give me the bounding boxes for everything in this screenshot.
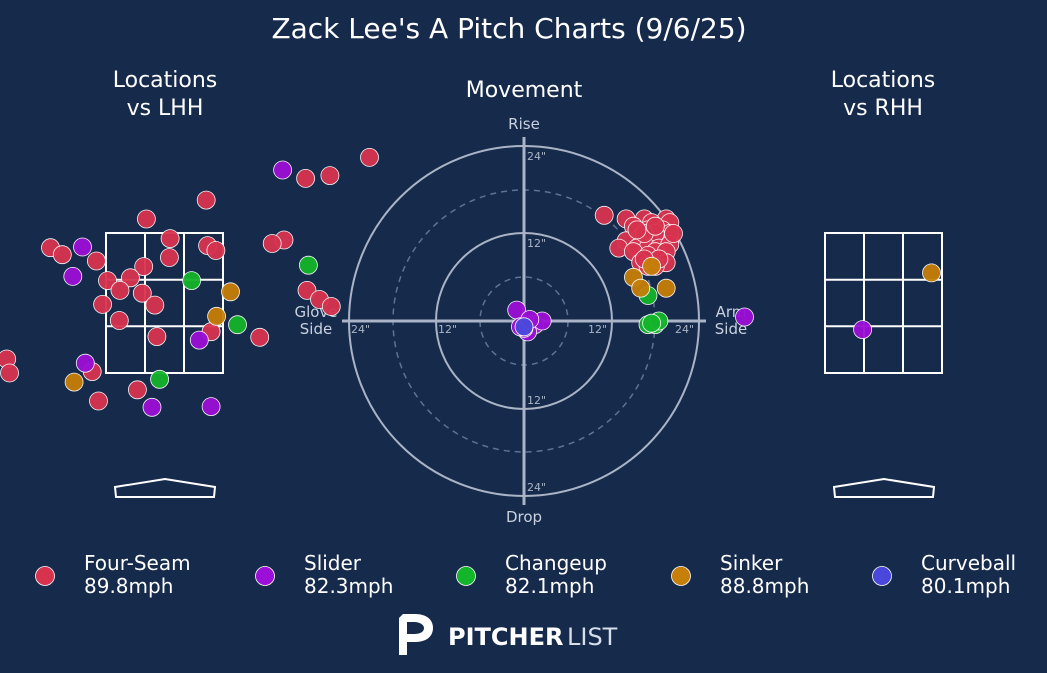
ring-label-left-24: 24" (351, 323, 370, 336)
legend-speed-changeup: 82.1mph (505, 574, 594, 598)
rise-label: Rise (508, 115, 540, 133)
lhh-pitch-four-seam (320, 166, 340, 186)
lhh-pitch-slider (142, 397, 162, 417)
movement-point-four-seam (627, 220, 647, 240)
movement-point-four-seam (664, 224, 683, 243)
lhh-pitch-four-seam (147, 327, 167, 347)
movement-points (507, 205, 683, 342)
lhh-pitch-four-seam (87, 251, 106, 271)
lhh-pitch-changeup (298, 255, 318, 275)
legend-speed-four-seam: 89.8mph (84, 574, 173, 598)
legend-marker-curveball (872, 566, 892, 586)
lhh-pitch-slider (73, 237, 92, 257)
right-panel-title-line1: Locations (831, 68, 936, 93)
legend-marker-changeup (456, 566, 476, 586)
legend-marker-sinker (671, 566, 691, 586)
lhh-pitch-four-seam (98, 271, 117, 291)
right-panel-title-line2: vs RHH (843, 96, 923, 121)
ring-label-right-24: 24" (675, 323, 694, 336)
lhh-pitch-four-seam (120, 268, 140, 288)
lhh-pitch-four-seam (89, 391, 108, 411)
lhh-pitch-four-seam (52, 245, 72, 265)
lhh-pitch-four-seam (360, 147, 379, 167)
logo-mark-cutout (407, 622, 424, 634)
lhh-pitch-four-seam (250, 327, 270, 347)
lhh-pitch-sinker (207, 306, 227, 326)
lhh-pitch-four-seam (206, 241, 226, 260)
left-location-points (0, 147, 379, 417)
movement-point-changeup (642, 313, 661, 333)
movement-point-four-seam (594, 205, 614, 225)
right-zone-outline (824, 232, 943, 374)
lhh-pitch-four-seam (93, 294, 112, 314)
rhh-pitch-sinker (922, 263, 941, 283)
left-home-plate (113, 477, 217, 498)
legend-label-four-seam: Four-Seam (84, 551, 191, 575)
lhh-pitch-sinker (64, 372, 84, 392)
legend-label-changeup: Changeup (505, 551, 607, 575)
ring-label-bottom-24: 24" (527, 481, 546, 494)
movement-point-sinker (642, 256, 661, 276)
lhh-pitch-changeup (150, 369, 170, 389)
lhh-pitch-four-seam (110, 280, 130, 300)
lhh-pitch-four-seam (196, 190, 216, 210)
left-panel-title-line2: vs LHH (127, 96, 204, 121)
lhh-pitch-four-seam (296, 168, 316, 188)
logo-text-bold: PITCHER (448, 623, 563, 651)
lhh-pitch-four-seam (145, 295, 165, 315)
ring-label-bottom-12: 12" (527, 394, 546, 407)
glove-side-label-line2: Side (300, 320, 332, 338)
lhh-pitch-four-seam (262, 234, 282, 253)
lhh-pitch-four-seam (159, 248, 179, 267)
legend-speed-sinker: 88.8mph (720, 574, 809, 598)
lhh-pitch-four-seam (134, 257, 154, 277)
legend-marker-four-seam (35, 566, 55, 586)
left-panel-title-line1: Locations (113, 68, 218, 93)
lhh-pitch-sinker (221, 282, 240, 302)
lhh-pitch-slider (189, 330, 209, 350)
legend-marker-slider (255, 566, 275, 586)
legend-label-sinker: Sinker (720, 551, 783, 575)
lhh-pitch-slider (201, 397, 221, 417)
legend-label-curveball: Curveball (921, 551, 1016, 575)
legend-label-slider: Slider (304, 551, 362, 575)
chart-title: Zack Lee's A Pitch Charts (9/6/25) (271, 12, 746, 45)
rhh-pitch-slider (853, 320, 872, 340)
lhh-pitch-four-seam (0, 363, 19, 383)
movement-point-sinker (631, 278, 651, 298)
lhh-pitch-four-seam (127, 380, 147, 400)
lhh-pitch-changeup (228, 315, 247, 335)
movement-point-curveball (514, 317, 534, 337)
lhh-pitch-four-seam (136, 209, 156, 229)
movement-point-four-seam (645, 216, 665, 236)
lhh-pitch-slider (75, 353, 95, 373)
right-home-plate (832, 477, 936, 498)
rhh-pitch-slider (735, 307, 754, 327)
drop-label: Drop (506, 508, 542, 526)
lhh-pitch-four-seam (160, 229, 180, 249)
ring-label-left-12: 12" (438, 323, 457, 336)
lhh-pitch-four-seam (321, 297, 341, 316)
lhh-pitch-slider (63, 266, 83, 286)
lhh-pitch-slider (273, 160, 293, 180)
legend-speed-curveball: 80.1mph (921, 574, 1010, 598)
center-panel-title: Movement (466, 78, 583, 103)
right-strike-zone (824, 232, 943, 374)
lhh-pitch-changeup (182, 271, 202, 291)
ring-label-right-12: 12" (588, 323, 607, 336)
legend-speed-slider: 82.3mph (304, 574, 393, 598)
ring-label-top-12: 12" (527, 237, 546, 250)
logo-mark-icon (399, 614, 433, 655)
ring-label-top-24: 24" (527, 150, 546, 163)
lhh-pitch-four-seam (109, 311, 129, 330)
logo-text-light: LIST (567, 623, 618, 651)
movement-point-sinker (656, 278, 676, 298)
lhh-pitch-four-seam (132, 283, 152, 303)
pitcherlist-logo: PITCHER LIST (399, 614, 618, 655)
right-location-points (735, 263, 941, 340)
